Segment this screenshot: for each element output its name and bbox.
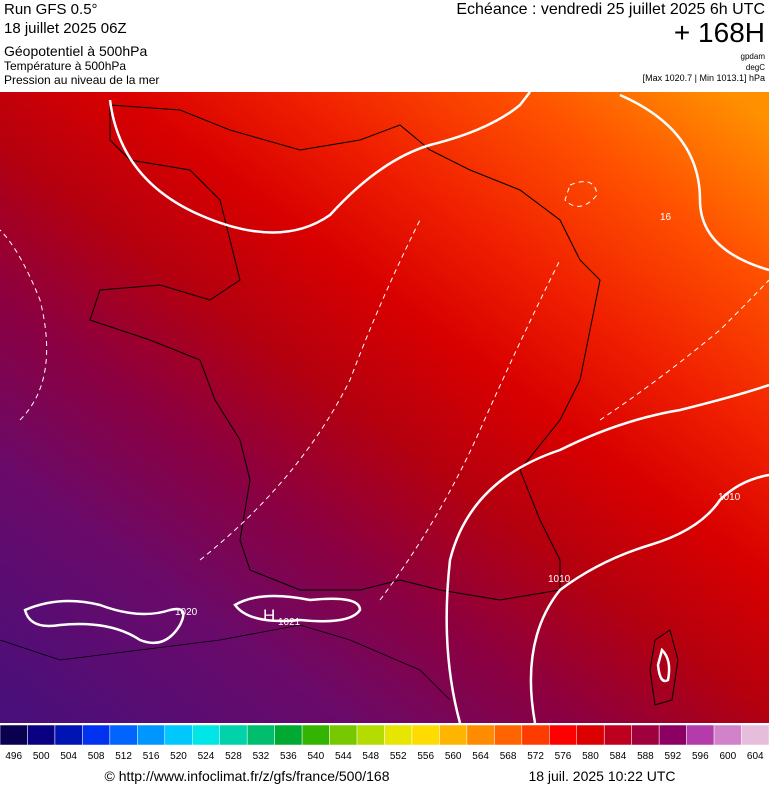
colorbar-label: 496	[5, 751, 22, 762]
color-swatch	[658, 724, 687, 746]
colorbar-label: 508	[88, 751, 105, 762]
color-swatch	[219, 724, 248, 746]
border	[0, 624, 451, 701]
colorbar-label: 592	[665, 751, 682, 762]
colorbar-label: 540	[307, 751, 324, 762]
field: Géopotentiel à 500hPa	[4, 43, 147, 59]
color-swatch	[164, 724, 193, 746]
isotherm-label: 16	[660, 212, 672, 223]
colorbar-label: 524	[198, 751, 215, 762]
field: Température à 500hPa	[4, 59, 126, 73]
colorbar-label: 500	[33, 751, 50, 762]
color-swatch	[27, 724, 56, 746]
colorbar-label: 560	[445, 751, 462, 762]
color-swatch	[246, 724, 275, 746]
color-swatch	[329, 724, 358, 746]
colorbar-label: 596	[692, 751, 709, 762]
isobar	[619, 93, 769, 272]
colorbar-label: 568	[500, 751, 517, 762]
colorbar-label: 516	[143, 751, 160, 762]
color-swatch	[549, 724, 577, 746]
color-swatch	[274, 724, 303, 746]
lead-time: + 168H	[674, 17, 765, 48]
isotherm	[564, 181, 598, 207]
color-swatch	[521, 724, 550, 746]
color-swatch	[603, 724, 632, 746]
colorbar-label: 532	[253, 751, 270, 762]
colorbar-label: 588	[637, 751, 654, 762]
isobar	[445, 383, 769, 724]
color-swatch	[411, 724, 440, 746]
valid-time: Echéance : vendredi 25 juillet 2025 6h U…	[456, 1, 765, 18]
colorbar: 496 500 504 508 512 516 520 524 528 532 536 540 544 5…	[0, 724, 769, 762]
isotherm	[379, 259, 561, 601]
colorbar-label: 584	[610, 751, 627, 762]
coastline	[89, 104, 601, 601]
unit: degC	[746, 63, 765, 72]
color-swatch	[109, 724, 138, 746]
color-swatch	[713, 724, 742, 746]
isobar	[23, 599, 185, 645]
color-swatch	[82, 724, 111, 746]
colorbar-label: 552	[390, 751, 407, 762]
isobar	[656, 647, 671, 683]
color-swatch	[192, 724, 220, 746]
color-swatch	[741, 724, 769, 746]
color-swatch	[301, 724, 330, 746]
corsica	[649, 629, 679, 706]
colorbar-label: 528	[225, 751, 242, 762]
colorbar-label: 548	[362, 751, 379, 762]
color-swatch	[494, 724, 523, 746]
high-value: 1021	[278, 617, 301, 628]
high-marker: H	[263, 606, 275, 625]
unit: gpdam	[741, 52, 766, 61]
color-swatch	[631, 724, 660, 746]
colorbar-label: 600	[719, 751, 736, 762]
isobar	[529, 473, 769, 724]
field: Pression au niveau de la mer	[4, 73, 159, 87]
color-swatch	[576, 724, 605, 746]
timestamp: 18 juil. 2025 10:22 UTC	[528, 768, 675, 784]
colorbar-label: 604	[747, 751, 764, 762]
colorbar-label: 520	[170, 751, 187, 762]
color-swatch	[686, 724, 715, 746]
isobar-label: 1020	[175, 607, 198, 618]
colorbar-label: 564	[472, 751, 489, 762]
isobar	[108, 91, 531, 234]
colorbar-label: 580	[582, 751, 599, 762]
colorbar-label: 544	[335, 751, 352, 762]
run-date: 18 juillet 2025 06Z	[4, 20, 127, 37]
isobar-label: 1010	[548, 574, 571, 585]
color-swatch	[384, 724, 413, 746]
isotherm	[199, 219, 421, 561]
colorbar-label: 536	[280, 751, 297, 762]
colorbar-label: 504	[60, 751, 77, 762]
colorbar-label: 512	[115, 751, 132, 762]
isobar-label: 1010	[718, 492, 741, 503]
colorbar-label: 572	[527, 751, 544, 762]
isotherm	[0, 229, 48, 421]
color-swatch	[356, 724, 385, 746]
isotherm	[599, 279, 769, 421]
map: 1020 H 1021 1010 1010 16	[0, 91, 769, 724]
isobar	[233, 594, 362, 623]
source: © http://www.infoclimat.fr/z/gfs/france/…	[105, 768, 390, 784]
field-shading	[0, 92, 769, 723]
colorbar-label: 556	[417, 751, 434, 762]
color-swatch	[137, 724, 166, 746]
color-swatch	[466, 724, 495, 746]
color-swatch	[439, 724, 468, 746]
colorbar-label: 576	[555, 751, 572, 762]
run: Run GFS 0.5°	[4, 1, 98, 18]
min-max: [Max 1020.7 | Min 1013.1] hPa	[643, 73, 765, 83]
color-swatch	[54, 724, 83, 746]
color-swatch	[0, 724, 28, 746]
